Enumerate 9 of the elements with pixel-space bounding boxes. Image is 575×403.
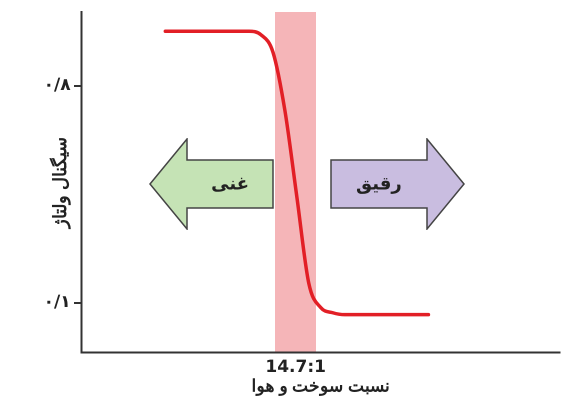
y-axis-title: سیگنال ولتاژ	[48, 136, 71, 230]
text: ۰/۱	[44, 292, 81, 312]
arrow-icon: رقیق	[330, 138, 466, 230]
annotation: رقیق	[356, 174, 402, 195]
x-axis-title: نسبت سوخت و هوا	[252, 376, 390, 396]
text: ۰/۸	[44, 75, 81, 96]
arrow-icon: غنی	[148, 138, 274, 230]
annotation: غنی	[211, 174, 249, 195]
text: 14.7:1	[265, 356, 326, 377]
